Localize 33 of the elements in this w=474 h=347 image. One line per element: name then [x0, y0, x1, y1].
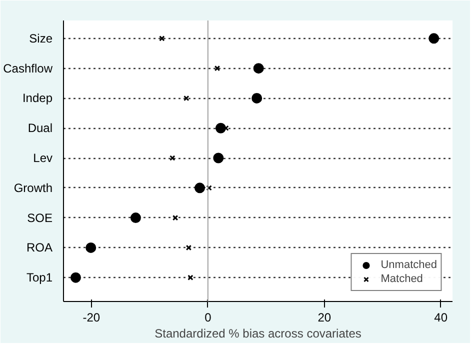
y-tick-label: Indep	[22, 91, 53, 106]
point	[253, 63, 264, 74]
x-tick-label: 0	[204, 310, 212, 324]
point	[194, 182, 206, 194]
point	[170, 155, 176, 161]
y-tick-label: Lev	[33, 151, 53, 166]
x-axis-title: Standardized % bias across covariates	[154, 326, 362, 340]
point	[215, 122, 226, 134]
x-tick-label: 40	[434, 310, 448, 324]
y-tick-label: Dual	[28, 121, 53, 136]
point	[184, 95, 190, 102]
point	[213, 152, 224, 164]
y-tick-label: Top1	[26, 270, 53, 285]
legend-label: Matched	[380, 272, 423, 286]
x-tick-label: -20	[82, 310, 100, 324]
point	[159, 36, 165, 42]
y-tick-label: SOE	[27, 210, 52, 225]
y-tick-label: Cashflow	[3, 61, 53, 76]
x-tick-label: 20	[318, 310, 332, 324]
point	[252, 92, 262, 104]
point	[428, 33, 440, 44]
point	[130, 212, 141, 224]
y-tick-label: ROA	[26, 240, 53, 255]
point	[214, 65, 220, 72]
point	[188, 274, 194, 280]
point	[206, 185, 212, 191]
y-tick-label: Growth	[14, 180, 53, 195]
point	[70, 272, 81, 283]
point	[86, 242, 96, 253]
point	[186, 244, 192, 251]
legend-label: Unmatched	[380, 258, 437, 272]
y-tick-label: Size	[29, 31, 53, 46]
point	[172, 214, 178, 221]
